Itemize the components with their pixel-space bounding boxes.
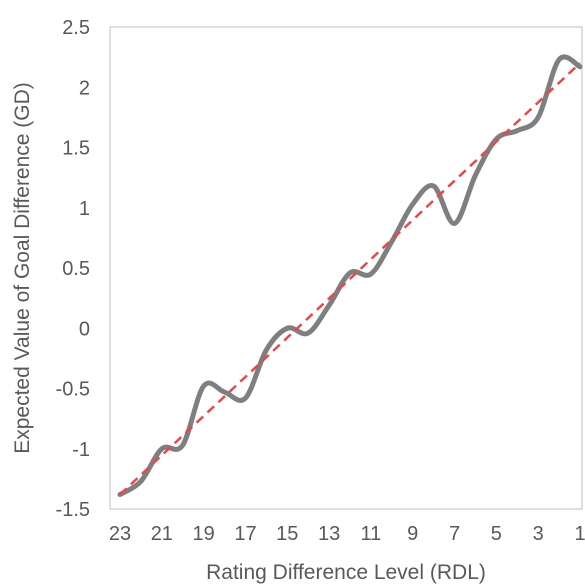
x-tick-label: 21 [151, 523, 173, 545]
x-tick-label: 11 [361, 523, 382, 545]
plot-area-border [109, 26, 583, 510]
y-tick-label: 1 [79, 198, 90, 220]
y-tick-label: 0.5 [62, 258, 90, 280]
y-tick-label: 2.5 [62, 17, 90, 39]
trend-line [119, 62, 581, 496]
y-axis-ticks: 2.5 2 1.5 1 0.5 0 -0.5 -1 -1.5 [56, 17, 90, 521]
y-axis-title: Expected Value of Goal Difference (GD) [11, 82, 34, 454]
x-tick-label: 7 [449, 523, 460, 545]
x-tick-label: 17 [234, 523, 256, 545]
x-tick-label: 13 [318, 523, 340, 545]
series-layer [117, 54, 583, 498]
x-axis-ticks: 23 21 19 17 15 13 11 9 7 5 3 1 [109, 523, 585, 545]
x-tick-label: 3 [533, 523, 544, 545]
x-tick-label: 23 [109, 523, 131, 545]
y-tick-label: -1.5 [56, 499, 90, 521]
x-tick-label: 15 [276, 523, 298, 545]
x-tick-label: 9 [407, 523, 418, 545]
y-tick-label: 0 [79, 318, 90, 340]
x-tick-label: 1 [574, 523, 585, 545]
y-tick-label: 1.5 [62, 138, 90, 160]
y-tick-label: 2 [79, 77, 90, 99]
x-tick-label: 19 [193, 523, 215, 545]
y-tick-label: -0.5 [56, 379, 90, 401]
x-axis-title: Rating Difference Level (RDL) [206, 561, 486, 584]
y-tick-label: -1 [72, 439, 90, 461]
x-tick-label: 5 [491, 523, 502, 545]
data-series-line [117, 54, 583, 498]
